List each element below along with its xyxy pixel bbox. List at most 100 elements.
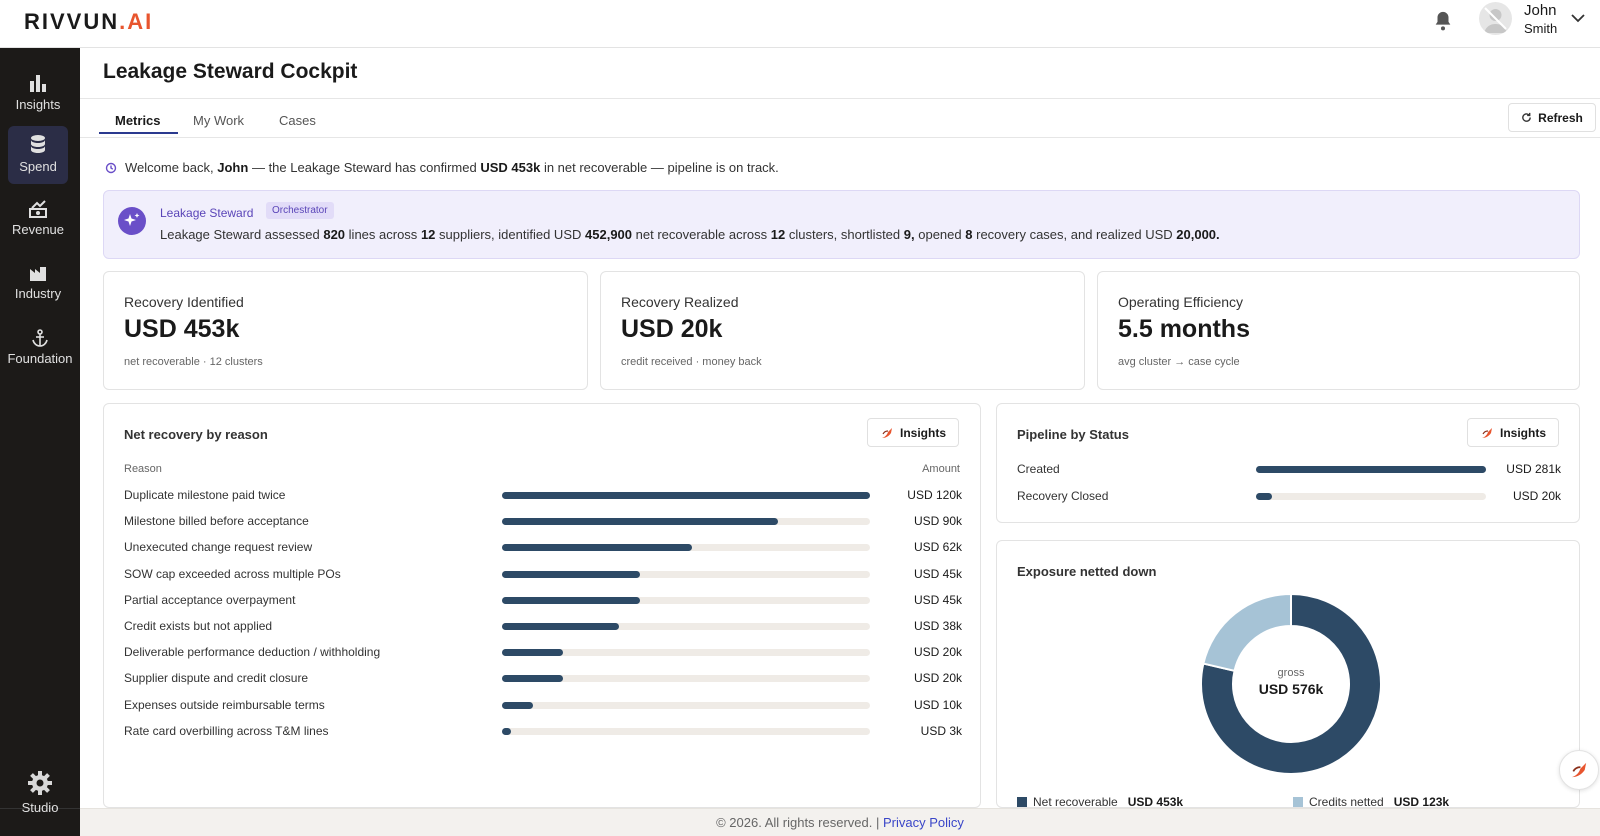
- database-icon: [31, 135, 45, 153]
- status-label: Recovery Closed: [1017, 489, 1109, 503]
- footer-copyright: © 2026. All rights reserved. |: [716, 815, 880, 830]
- kpi-card-recovery-realized: Recovery Realized USD 20k credit receive…: [600, 271, 1085, 390]
- donut-slice-0: [1200, 592, 1382, 775]
- welcome-message: Welcome back, John — the Leakage Steward…: [105, 160, 779, 175]
- summary-text: lines across: [348, 227, 418, 242]
- user-first-name[interactable]: John: [1524, 2, 1557, 19]
- kpi-label: Recovery Identified: [124, 294, 244, 310]
- sidebar-divider: [0, 808, 80, 809]
- legend-credits-netted: Credits netted USD 123k: [1293, 795, 1449, 807]
- reason-label: Expenses outside reimbursable terms: [124, 697, 325, 712]
- summary-text: opened: [918, 227, 962, 242]
- kpi-value: USD 20k: [621, 315, 723, 343]
- sidebar-item-studio[interactable]: Studio: [0, 770, 80, 815]
- kpi-card-operating-efficiency: Operating Efficiency 5.5 months avg clus…: [1097, 271, 1580, 390]
- insights-brand-icon: [881, 427, 892, 438]
- footer: © 2026. All rights reserved. | Privacy P…: [80, 808, 1600, 836]
- summary-text: Leakage Steward assessed: [160, 227, 320, 242]
- kpi-subtext: avg cluster → case cycle: [1118, 356, 1240, 368]
- column-header-reason: Reason: [124, 463, 162, 475]
- privacy-policy-link[interactable]: Privacy Policy: [882, 815, 964, 830]
- tab-my-work[interactable]: My Work: [193, 113, 245, 128]
- column-header-amount: Amount: [922, 463, 960, 475]
- history-icon: [105, 162, 117, 173]
- bar-track: [1256, 466, 1486, 473]
- summary-shortlisted: 9,: [903, 227, 915, 242]
- bar-track: [502, 518, 870, 526]
- sidebar-item-industry[interactable]: Industry: [8, 255, 68, 313]
- bar-chart-icon: [30, 75, 46, 92]
- table-row: Rate card overbilling across T&M lines US…: [104, 720, 980, 746]
- revenue-icon: [29, 200, 47, 218]
- status-amount: USD 281k: [1506, 462, 1561, 476]
- brand-logo[interactable]: RIVVUN.AI: [24, 9, 153, 35]
- table-row: Created USD 281k: [997, 458, 1579, 484]
- summary-realized: 20,000.: [1176, 227, 1220, 242]
- top-bar: RIVVUN.AI John Smith: [0, 0, 1600, 48]
- page-title: Leakage Steward Cockpit: [103, 60, 358, 83]
- sidebar-item-revenue[interactable]: Revenue: [8, 191, 68, 249]
- assistant-fab[interactable]: [1559, 750, 1599, 790]
- welcome-name: John: [217, 160, 249, 175]
- sidebar-item-label: Spend: [19, 159, 57, 174]
- summary-net: 452,900: [585, 227, 633, 242]
- reason-amount: USD 38k: [913, 619, 962, 633]
- table-row: Expenses outside reimbursable terms USD 1…: [104, 694, 980, 720]
- welcome-amount: USD 453k: [480, 160, 541, 175]
- summary-text: net recoverable across: [635, 227, 768, 242]
- brand-suffix: .AI: [119, 9, 154, 34]
- reason-amount: USD 45k: [913, 566, 962, 581]
- divider: [80, 98, 1600, 99]
- kpi-value: 5.5 months: [1118, 315, 1250, 343]
- legend-swatch: [1293, 797, 1303, 807]
- sidebar-item-spend[interactable]: Spend: [8, 126, 68, 184]
- reason-label: Milestone billed before acceptance: [124, 514, 309, 529]
- anchor-icon: [32, 329, 48, 347]
- reason-amount: USD 20k: [913, 645, 962, 660]
- card-title: Exposure netted down: [1017, 564, 1157, 579]
- divider: [80, 137, 1600, 138]
- user-silhouette-icon: [1484, 7, 1507, 33]
- reason-label: Supplier dispute and credit closure: [124, 671, 309, 686]
- bar-track: [502, 727, 870, 735]
- bar-track: [502, 649, 870, 657]
- bar-track: [502, 570, 870, 578]
- table-row: Duplicate milestone paid twice USD 120k: [104, 484, 980, 510]
- table-row: Supplier dispute and credit closure USD 2…: [104, 667, 980, 693]
- active-tab-indicator: [99, 132, 178, 134]
- kpi-label: Recovery Realized: [621, 294, 739, 310]
- reason-amount: USD 120k: [907, 488, 962, 502]
- bar-track: [502, 596, 870, 604]
- steward-name[interactable]: Leakage Steward: [160, 206, 254, 220]
- reason-amount: USD 10k: [913, 697, 962, 712]
- reason-amount: USD 3k: [920, 723, 962, 738]
- reason-amount: USD 45k: [913, 592, 962, 607]
- table-row: SOW cap exceeded across multiple POs USD …: [104, 563, 980, 589]
- avatar[interactable]: [1479, 2, 1512, 35]
- tab-metrics[interactable]: Metrics: [115, 113, 161, 128]
- refresh-button[interactable]: Refresh: [1508, 103, 1596, 132]
- table-row: Milestone billed before acceptance USD 90…: [104, 510, 980, 536]
- bell-icon[interactable]: [1432, 9, 1454, 33]
- sidebar-item-foundation[interactable]: Foundation: [0, 320, 80, 378]
- brand-name: RIVVUN: [24, 9, 120, 34]
- table-row: Deliverable performance deduction / with…: [104, 641, 980, 667]
- exposure-card: Exposure netted down gross USD 576k Net …: [996, 540, 1580, 808]
- card-title: Pipeline by Status: [1017, 427, 1129, 442]
- summary-text: clusters, shortlisted: [788, 227, 901, 242]
- insights-button[interactable]: Insights: [867, 418, 959, 447]
- insights-button[interactable]: Insights: [1467, 418, 1559, 447]
- bar-fill: [1256, 493, 1273, 500]
- card-title: Net recovery by reason: [124, 427, 268, 442]
- summary-lines: 820: [323, 227, 346, 242]
- bar-fill: [502, 701, 533, 709]
- welcome-prefix: Welcome back,: [125, 160, 214, 175]
- status-label: Created: [1017, 462, 1060, 476]
- kpi-value: USD 453k: [124, 315, 240, 343]
- bar-track: [502, 544, 870, 552]
- chevron-down-icon[interactable]: [1571, 13, 1585, 23]
- tab-cases[interactable]: Cases: [279, 113, 316, 128]
- kpi-card-recovery-identified: Recovery Identified USD 453k net recover…: [103, 271, 588, 390]
- sidebar-item-insights[interactable]: Insights: [8, 64, 68, 122]
- user-last-name[interactable]: Smith: [1524, 21, 1558, 36]
